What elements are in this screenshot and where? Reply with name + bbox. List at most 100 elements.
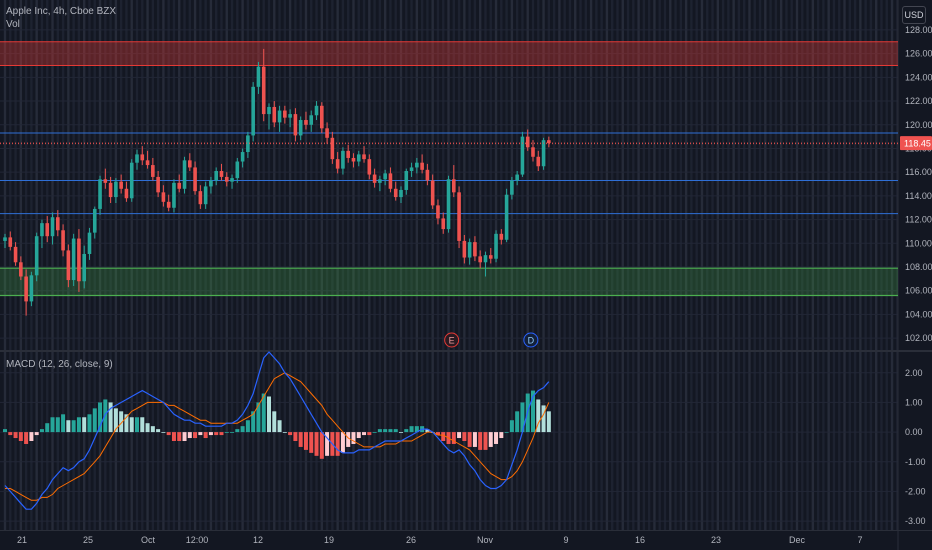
candle [140,146,145,166]
candle-body [351,157,356,162]
candle-body [515,174,519,181]
candle [19,256,23,281]
candle [240,148,245,168]
candle-body [436,205,440,219]
candle [214,167,218,186]
candle-body [29,275,34,302]
candle-body [415,162,419,168]
time-tick-label: 12 [253,535,263,545]
histogram-bar [219,432,224,436]
candle [383,169,387,186]
histogram-bar [298,432,303,447]
histogram-bar [145,423,150,433]
histogram-bar [113,408,118,433]
histogram-bar [235,429,240,433]
histogram-bar [55,417,60,433]
candle-body [420,162,424,170]
histogram-bar [171,432,176,441]
histogram-bar [230,432,235,433]
candle [13,242,18,266]
candle [510,176,514,200]
candle [283,105,287,124]
candle [504,188,509,243]
candle [129,159,134,202]
chart-title: Apple Inc, 4h, Cboe BZX [6,6,117,17]
histogram-bar [546,411,551,433]
price-tick-label: 108.00 [905,262,932,272]
time-tick-label: Oct [141,535,156,545]
histogram-bar [61,414,66,433]
candle-body [335,159,340,169]
candle-body [8,237,13,247]
candle-body [488,255,493,259]
candle-body [510,180,514,195]
candle [547,136,551,148]
candle [473,236,477,262]
event-marker-label: E [449,336,455,346]
histogram-bar [39,429,44,433]
histogram-bar [472,432,477,447]
time-tick-label: 23 [711,535,721,545]
histogram-bar [50,417,55,433]
support-zone [0,268,898,296]
histogram-bar [457,432,462,439]
candle [362,146,366,163]
candle [40,219,44,249]
candle-body [399,189,403,198]
candle [515,170,519,186]
histogram-bar [208,432,213,436]
candle-body [504,194,509,240]
candle-body [378,179,382,183]
histogram-bar [404,429,409,433]
candle-body [430,180,435,206]
candle [61,224,65,257]
candle [288,109,292,128]
candle [378,175,382,192]
candle-body [272,106,277,123]
candle-body [362,154,366,160]
candle [367,154,372,180]
candle-body [240,152,245,162]
candle-body [267,106,271,115]
candle [404,168,409,195]
candle-body [66,250,71,281]
histogram-bar [351,432,356,444]
candle-body [473,242,477,257]
event-marker-label: D [528,336,535,346]
candle [177,174,182,193]
candle [452,165,456,198]
candle-body [219,170,224,177]
candle [346,144,350,163]
histogram-bar [372,432,377,433]
candle [483,251,488,277]
candle [114,178,118,204]
histogram-bar [156,429,161,433]
candle [119,174,123,194]
histogram-bar [531,390,535,433]
currency-button[interactable]: USD [902,6,926,24]
candle-body [135,154,139,163]
candle [135,149,139,170]
candle [193,161,197,195]
candle [420,154,424,174]
candle-body [92,208,97,233]
histogram-bar [356,432,361,439]
histogram-bar [393,429,398,433]
histogram-bar [119,411,124,433]
candle-body [341,150,345,169]
candle-body [541,140,546,167]
time-tick-label: 9 [563,535,568,545]
histogram-bar [82,417,87,433]
candle [50,212,55,245]
candle [457,186,461,249]
candle [335,152,340,174]
price-tick-label: 102.00 [905,333,932,343]
candle [499,229,504,245]
histogram-bar [425,429,430,433]
candle [525,129,530,151]
candle [156,170,160,198]
histogram-bar [509,420,514,433]
